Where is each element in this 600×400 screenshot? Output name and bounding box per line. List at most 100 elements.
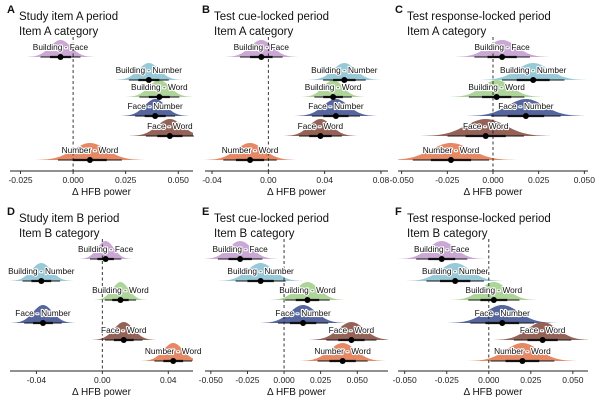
median-point-building-word [156,94,163,100]
x-tick-label: 0.025 [528,175,550,185]
median-point-number-word [339,358,346,364]
median-point-face-number [300,320,307,326]
series-label: Building - Face [234,42,290,52]
density-building-face [398,241,485,259]
median-point-face-number [499,320,506,326]
density-building-word [94,282,147,300]
x-tick-label: -0.050 [390,175,414,185]
series-label: Building - Number [227,266,294,276]
density-number-word [141,343,193,361]
density-number-word [36,143,144,160]
series-label: Building - Number [311,65,378,75]
series-label: Face - Word [463,121,509,131]
density-number-word [398,143,516,160]
series-label: Number - Word [62,145,119,155]
series-label: Face - Word [329,325,375,335]
density-face-number [11,305,75,323]
median-point-building-word [330,94,337,100]
median-point-building-face [102,256,109,262]
median-point-building-word [493,94,500,100]
density-number-word [468,343,577,361]
series-label: Building - Number [8,266,75,276]
density-building-face [225,40,298,57]
density-building-number [10,263,73,281]
x-tick-label: -0.025 [435,375,459,385]
density-building-face [26,40,95,57]
x-tick-label: -0.050 [199,375,223,385]
median-point-number-word [247,157,254,163]
series-label: Face - Number [498,101,554,111]
density-face-word [494,322,588,340]
density-building-word [301,80,365,97]
panel-subtitle: Item A category [214,26,294,38]
density-number-word [300,343,385,361]
density-building-number [115,63,183,80]
x-tick-label: 0.08 [373,175,390,185]
series-label: Building - Face [414,244,470,254]
x-tick-label: 0.050 [562,375,584,385]
panel-title: Test response-locked period [407,213,551,225]
x-tick-label: -0.050 [393,375,417,385]
density-face-word [92,322,156,340]
series-label: Building - Face [78,244,134,254]
x-tick-label: 0.04 [316,175,333,185]
panel-subtitle: Item B category [19,228,100,240]
median-point-building-face [499,54,506,60]
series-label: Face - Number [127,101,183,111]
panel-title: Study item A period [19,11,118,23]
median-point-face-number [522,113,529,119]
median-point-face-word [120,337,127,343]
median-point-face-word [166,133,173,139]
panel-a: A Study item A period Item A category Build… [7,4,194,198]
density-face-number [260,305,346,323]
median-point-building-face [438,256,445,262]
x-tick-label: 0.000 [482,175,504,185]
x-tick-label: 0.050 [347,375,369,385]
panel-letter: C [395,4,403,16]
density-building-word [450,282,537,300]
median-point-face-word [317,133,324,139]
panel-subtitle: Item B category [407,228,488,240]
density-face-number [295,99,377,116]
panel-letter: D [7,206,15,218]
x-axis-label: Δ HFB power [464,187,524,198]
series-label: Building - Word [468,82,525,92]
density-building-number [480,63,586,80]
series-label: Building - Number [422,266,489,276]
panel-letter: F [395,206,402,218]
x-tick-label: 0.00 [94,375,111,385]
series-label: Building - Face [33,42,89,52]
x-tick-label: 0.050 [168,175,190,185]
panel-d: D Study item B period Item B category Build… [7,206,203,398]
median-point-building-face [57,54,64,60]
panel-letter: E [202,206,209,218]
density-building-number [218,263,303,281]
panel-letter: B [202,4,210,16]
x-tick-label: 0.025 [115,175,137,185]
panel-letter: A [7,4,15,16]
series-label: Building - Number [116,65,183,75]
median-point-face-number [332,113,339,119]
series-label: Face - Number [275,308,331,318]
series-label: Number - Word [423,145,480,155]
median-point-building-number [145,77,152,83]
series-label: Building - Number [500,65,567,75]
series-label: Number - Word [145,346,202,356]
density-face-number [121,99,189,116]
series-label: Face - Word [520,325,566,335]
panel-e: E Test cue-locked period Item B category Bu… [199,206,388,398]
panel-subtitle: Item A category [407,26,487,38]
series-label: Building - Word [466,285,523,295]
x-axis-label: Δ HFB power [267,187,327,198]
x-tick-label: 0.000 [478,375,500,385]
x-tick-label: -0.04 [202,175,222,185]
median-point-number-word [170,358,177,364]
median-point-face-word [539,337,546,343]
series-label: Number - Word [222,145,279,155]
density-face-word [309,322,388,340]
series-label: Number - Word [314,346,371,356]
median-point-number-word [86,157,93,163]
series-label: Building - Word [305,82,362,92]
panel-title: Test response-locked period [407,11,551,23]
median-point-number-word [519,358,526,364]
